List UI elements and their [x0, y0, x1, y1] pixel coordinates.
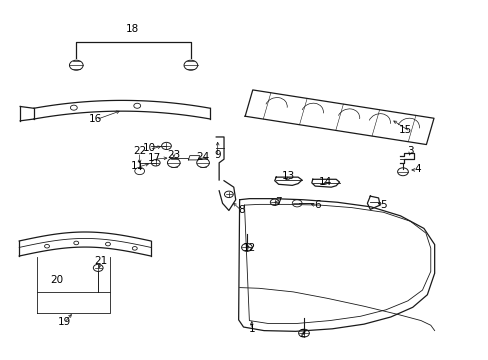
Text: 9: 9 — [214, 150, 221, 160]
Text: 6: 6 — [314, 200, 320, 210]
Text: 4: 4 — [413, 164, 420, 174]
Text: 11: 11 — [130, 161, 143, 171]
Text: 16: 16 — [89, 114, 102, 124]
Text: 1: 1 — [248, 324, 255, 334]
Text: 13: 13 — [281, 171, 294, 181]
Text: 2: 2 — [299, 329, 305, 339]
Text: 24: 24 — [196, 152, 209, 162]
Text: 8: 8 — [238, 206, 245, 216]
Text: 7: 7 — [275, 197, 282, 207]
Text: 22: 22 — [133, 146, 146, 156]
Text: 19: 19 — [58, 317, 71, 327]
Text: 20: 20 — [50, 275, 63, 285]
Text: 12: 12 — [242, 243, 256, 253]
Text: 3: 3 — [406, 146, 413, 156]
Text: 17: 17 — [147, 153, 161, 163]
Text: 15: 15 — [398, 125, 411, 135]
Text: 21: 21 — [94, 256, 107, 266]
Text: 23: 23 — [167, 150, 180, 160]
Text: 18: 18 — [125, 24, 139, 35]
Text: 5: 5 — [379, 200, 386, 210]
Text: 10: 10 — [142, 143, 156, 153]
Text: 14: 14 — [318, 177, 331, 187]
